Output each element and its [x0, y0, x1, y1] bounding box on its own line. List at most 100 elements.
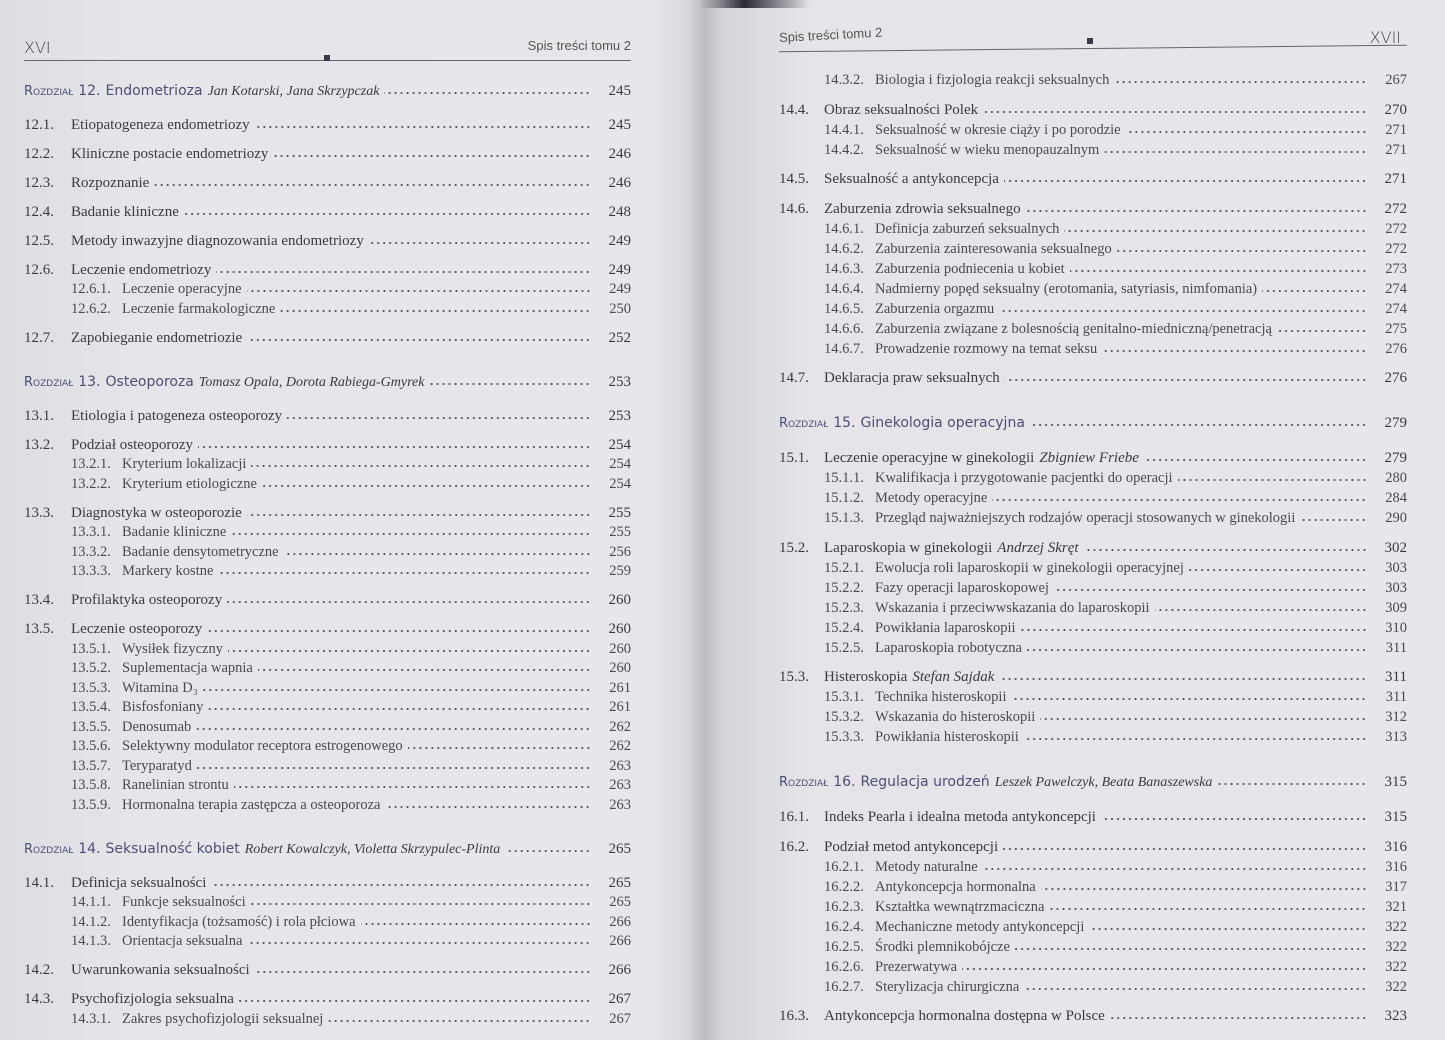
toc-section-entry[interactable]: 13.4. Profilaktyka osteoporozy 260: [24, 591, 631, 611]
toc-subsection-entry[interactable]: 13.2.2. Kryterium etiologiczne 254: [24, 475, 631, 495]
toc-subsection-entry[interactable]: 16.2.2. Antykoncepcja hormonalna 317: [779, 877, 1407, 897]
toc-section-entry[interactable]: 12.7. Zapobieganie endometriozie 252: [24, 329, 631, 349]
toc-subsection-entry[interactable]: 13.5.8. Ranelinian strontu 263: [24, 776, 631, 796]
toc-subsection-entry[interactable]: 16.2.1. Metody naturalne 316: [779, 857, 1407, 877]
toc-subsection-entry[interactable]: 13.5.6. Selektywny modulator receptora es…: [24, 737, 631, 757]
toc-section-entry[interactable]: 14.1. Definicja seksualności 265: [24, 874, 631, 894]
toc-subsection-entry[interactable]: 13.5.4. Bisfosfoniany 261: [24, 698, 631, 718]
toc-section-entry[interactable]: 16.1. Indeks Pearla i idealna metoda anty…: [779, 807, 1407, 827]
toc-subsection-entry[interactable]: 14.6.3. Zaburzenia podniecenia u kobiet 27…: [779, 259, 1407, 279]
toc-subsection-entry[interactable]: 13.5.3. Witamina D₃ 261: [24, 679, 631, 699]
dot-leader: [1029, 423, 1367, 427]
page-number: 271: [1385, 121, 1407, 138]
toc-subsection-entry[interactable]: 14.6.1. Definicja zaburzeń seksualnych 272: [779, 219, 1407, 239]
toc-section-entry[interactable]: 12.5. Metody inwazyjne diagnozowania endo…: [24, 232, 631, 252]
toc-subsection-entry[interactable]: 15.2.3. Wskazania i przeciwwskazania do l…: [779, 598, 1407, 618]
toc-subsection-entry[interactable]: 14.1.2. Identyfikacja (tożsamość) i rola …: [24, 913, 631, 933]
toc-section-entry[interactable]: 16.2. Podział metod antykoncepcji 316: [779, 837, 1407, 857]
toc-subsection-entry[interactable]: 13.5.7. Teryparatyd 263: [24, 757, 631, 777]
page-number: 255: [608, 504, 632, 521]
toc-section-entry[interactable]: 14.5. Seksualność a antykoncepcja 271: [779, 169, 1407, 189]
toc-subsection-entry[interactable]: 16.2.7. Sterylizacja chirurgiczna 322: [779, 977, 1407, 997]
toc-chapter-entry[interactable]: Rozdział 14. Seksualność kobiet Robert Kowa…: [24, 840, 631, 860]
entry-number: 12.5.: [24, 232, 54, 249]
toc-section-entry[interactable]: 13.1. Etiologia i patogeneza osteoporozy 2…: [24, 407, 631, 427]
toc-subsection-entry[interactable]: 14.6.4. Nadmierny popęd seksualny (erotom…: [779, 279, 1407, 299]
toc-subsection-entry[interactable]: 14.6.2. Zaburzenia zainteresowania seksua…: [779, 239, 1407, 259]
toc-subsection-entry[interactable]: 16.2.3. Kształtka wewnątrzmaciczna 321: [779, 897, 1407, 917]
toc-section-entry[interactable]: 14.7. Deklaracja praw seksualnych 276: [779, 368, 1407, 388]
toc-subsection-entry[interactable]: 16.2.6. Prezerwatywa 322: [779, 957, 1407, 977]
toc-section-entry[interactable]: 13.5. Leczenie osteoporozy 260: [24, 620, 631, 640]
toc-section-entry[interactable]: 12.2. Kliniczne postacie endometriozy 246: [24, 145, 631, 165]
dot-leader: [407, 746, 591, 750]
dot-leader: [1154, 607, 1367, 612]
toc-subsection-entry[interactable]: 15.3.1. Technika histeroskopii 311: [779, 687, 1407, 707]
toc-section-entry[interactable]: 12.4. Badanie kliniczne 248: [24, 203, 631, 223]
toc-subsection-entry[interactable]: 15.2.5. Laparoskopia robotyczna 311: [779, 638, 1407, 658]
toc-subsection-entry[interactable]: 13.5.5. Denosumab 262: [24, 718, 631, 738]
entry-title: Badanie kliniczne: [122, 524, 227, 540]
toc-subsection-entry[interactable]: 16.2.5. Środki plemnikobójcze 322: [779, 937, 1407, 957]
toc-subsection-entry[interactable]: 14.6.6. Zaburzenia związane z bolesnością…: [779, 319, 1407, 339]
toc-subsection-entry[interactable]: 14.3.2. Biologia i fizjologia reakcji sek…: [779, 70, 1407, 90]
toc-subsection-entry[interactable]: 14.6.5. Zaburzenia orgazmu 274: [779, 299, 1407, 319]
page-number: 249: [608, 232, 632, 249]
toc-subsection-entry[interactable]: 15.1.2. Metody operacyjne 284: [779, 488, 1407, 508]
toc-section-entry[interactable]: 16.3. Antykoncepcja hormonalna dostępna w…: [779, 1006, 1407, 1026]
toc-subsection-entry[interactable]: 12.6.2. Leczenie farmakologiczne 250: [24, 300, 631, 320]
toc-section-entry[interactable]: 14.2. Uwarunkowania seksualności 266: [24, 961, 631, 981]
page-number: 275: [1385, 320, 1407, 337]
toc-section-entry[interactable]: 13.3. Diagnostyka w osteoporozie 255: [24, 504, 631, 524]
page-number: 246: [608, 174, 632, 191]
toc-subsection-entry[interactable]: 15.1.1. Kwalifikacja i przygotowanie pacj…: [779, 468, 1407, 488]
toc-subsection-entry[interactable]: 13.5.9. Hormonalna terapia zastępcza a os…: [24, 796, 631, 816]
dot-leader: [216, 269, 591, 274]
toc-subsection-entry[interactable]: 14.4.1. Seksualność w okresie ciąży i po …: [779, 120, 1407, 140]
toc-subsection-entry[interactable]: 13.2.1. Kryterium lokalizacji 254: [24, 455, 631, 475]
toc-subsection-entry[interactable]: 14.1.3. Orientacja seksualna 266: [24, 932, 631, 952]
toc-section-entry[interactable]: 15.1. Leczenie operacyjne w ginekologii Zb…: [779, 448, 1407, 468]
toc-section-entry[interactable]: 12.1. Etiopatogeneza endometriozy 245: [24, 116, 631, 136]
entry-title: Antykoncepcja hormonalna: [875, 878, 1036, 895]
entry-title: Zaburzenia podniecenia u kobiet: [875, 260, 1065, 277]
toc-subsection-entry[interactable]: 14.1.1. Funkcje seksualności 265: [24, 893, 631, 913]
toc-chapter-entry[interactable]: Rozdział 12. Endometrioza Jan Kotarski, Jan…: [24, 82, 631, 102]
toc-subsection-entry[interactable]: 16.2.4. Mechaniczne metody antykoncepcji 3…: [779, 917, 1407, 937]
toc-section-entry[interactable]: 12.6. Leczenie endometriozy 249: [24, 261, 631, 281]
toc-subsection-entry[interactable]: 13.3.2. Badanie densytometryczne 256: [24, 543, 631, 563]
entry-title: Podział osteoporozy: [71, 436, 194, 453]
page-number: 245: [608, 116, 632, 133]
toc-chapter-entry[interactable]: Rozdział 16. Regulacja urodzeń Leszek Pawel…: [779, 772, 1407, 793]
toc-subsection-entry[interactable]: 13.3.1. Badanie kliniczne 255: [24, 523, 631, 543]
entry-number: 15.2.3.: [824, 599, 864, 616]
toc-section-entry[interactable]: 12.3. Rozpoznanie 246: [24, 174, 631, 194]
toc-subsection-entry[interactable]: 15.2.2. Fazy operacji laparoskopowej 303: [779, 578, 1407, 598]
toc-subsection-entry[interactable]: 14.6.7. Prowadzenie rozmowy na temat seks…: [779, 339, 1407, 359]
toc-section-entry[interactable]: 13.2. Podział osteoporozy 254: [24, 436, 631, 456]
dot-leader: [505, 849, 591, 853]
entry-author: Robert Kowalczyk, Violetta Skrzypulec-Pl…: [244, 842, 501, 857]
dot-leader: [385, 804, 591, 809]
toc-subsection-entry[interactable]: 15.3.2. Wskazania do histeroskopii 312: [779, 707, 1407, 727]
toc-chapter-entry[interactable]: Rozdział 13. Osteoporoza Tomasz Opala, Doro…: [24, 373, 631, 393]
toc-subsection-entry[interactable]: 14.4.2. Seksualność w wieku menopauzalnym…: [779, 140, 1407, 160]
toc-subsection-entry[interactable]: 13.5.2. Suplementacja wapnia 260: [24, 659, 631, 679]
chapter-number: 14.: [78, 841, 101, 857]
toc-section-entry[interactable]: 15.2. Laparoskopia w ginekologii Andrzej S…: [779, 538, 1407, 558]
dot-leader: [328, 1018, 591, 1023]
toc-subsection-entry[interactable]: 12.6.1. Leczenie operacyjne 249: [24, 280, 631, 300]
toc-subsection-entry[interactable]: 15.2.4. Powikłania laparoskopii 310: [779, 618, 1407, 638]
toc-section-entry[interactable]: 14.3. Psychofizjologia seksualna 267: [24, 990, 631, 1010]
toc-subsection-entry[interactable]: 13.5.1. Wysiłek fizyczny 260: [24, 640, 631, 660]
toc-subsection-entry[interactable]: 15.2.1. Ewolucja roli laparoskopii w gine…: [779, 558, 1407, 578]
entry-title: Zakres psychofizjologii seksualnej: [122, 1010, 324, 1027]
toc-subsection-entry[interactable]: 15.3.3. Powikłania histeroskopii 313: [779, 727, 1407, 747]
toc-subsection-entry[interactable]: 14.3.1. Zakres psychofizjologii seksualne…: [24, 1010, 631, 1030]
toc-section-entry[interactable]: 14.6. Zaburzenia zdrowia seksualnego 272: [779, 199, 1407, 219]
toc-subsection-entry[interactable]: 13.3.3. Markery kostne 259: [24, 562, 631, 582]
toc-section-entry[interactable]: 14.4. Obraz seksualności Polek 270: [779, 100, 1407, 120]
toc-chapter-entry[interactable]: Rozdział 15. Ginekologia operacyjna 279: [779, 413, 1407, 434]
toc-subsection-entry[interactable]: 15.1.3. Przegląd najważniejszych rodzajów…: [779, 508, 1407, 528]
toc-section-entry[interactable]: 15.3. Histeroskopia Stefan Sajdak 311: [779, 667, 1407, 687]
